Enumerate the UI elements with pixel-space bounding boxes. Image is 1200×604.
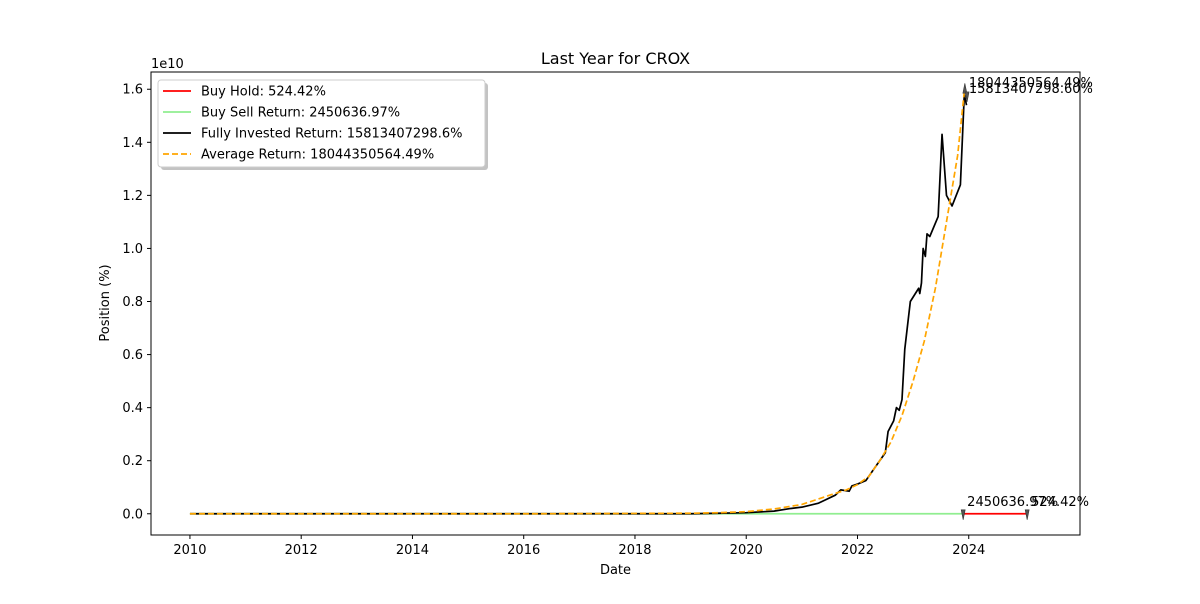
arrow-marker: [962, 83, 968, 94]
legend-items: Buy Hold: 524.42% Buy Sell Return: 245063…: [163, 85, 462, 163]
y-tick-label: 0.6: [122, 348, 143, 363]
series-line-fully-invested: [189, 93, 968, 515]
y-tick-label: 0.4: [122, 401, 143, 416]
y-axis-offset-label: 1e10: [151, 57, 184, 72]
data-label: 2450636.97%: [967, 495, 1058, 510]
y-tick-label: 1.0: [122, 242, 143, 257]
legend-label: Average Return: 18044350564.49%: [201, 148, 434, 163]
legend-label: Buy Hold: 524.42%: [201, 85, 326, 100]
x-tick-label: 2010: [173, 543, 206, 558]
legend: Buy Hold: 524.42% Buy Sell Return: 245063…: [157, 79, 488, 170]
y-axis-label: Position (%): [98, 264, 113, 341]
x-axis-label: Date: [600, 563, 631, 578]
annotation-layer: 15813407298.60%18044350564.49% 2450636.97…: [967, 76, 1093, 510]
legend-label: Fully Invested Return: 15813407298.6%: [201, 127, 462, 142]
data-label: 524.42%: [1031, 495, 1089, 510]
x-tick-label: 2016: [507, 543, 540, 558]
x-tick-label: 2022: [841, 543, 874, 558]
arrow-marker: [964, 91, 970, 102]
data-label: 18044350564.49%: [969, 76, 1093, 91]
legend-label: Buy Sell Return: 2450636.97%: [201, 106, 400, 121]
x-axis-ticks: 2010 2012 2014 2016 2018 2020 2022 2024: [173, 535, 985, 558]
chart-title: Last Year for CROX: [541, 49, 690, 68]
legend-box: [157, 79, 486, 168]
series-layer: [189, 91, 1028, 515]
y-tick-label: 0.0: [122, 507, 143, 522]
y-axis-ticks: 0.0 0.2 0.4 0.6 0.8 1.0 1.2 1.4 1.6: [122, 83, 151, 522]
x-tick-label: 2014: [396, 543, 429, 558]
arrow-marker: [960, 509, 966, 520]
arrow-marker: [1024, 509, 1030, 520]
series-line-average: [189, 91, 966, 515]
data-label: 15813407298.60%: [969, 82, 1093, 97]
y-tick-label: 0.2: [122, 454, 143, 469]
x-tick-label: 2012: [285, 543, 318, 558]
x-tick-label: 2024: [952, 543, 985, 558]
y-tick-label: 1.6: [122, 83, 143, 98]
marker-layer: [960, 83, 1030, 520]
x-tick-label: 2020: [730, 543, 763, 558]
y-tick-label: 1.2: [122, 189, 143, 204]
x-tick-label: 2018: [618, 543, 651, 558]
plot-frame: [150, 71, 1081, 536]
y-tick-label: 0.8: [122, 295, 143, 310]
y-tick-label: 1.4: [122, 136, 143, 151]
